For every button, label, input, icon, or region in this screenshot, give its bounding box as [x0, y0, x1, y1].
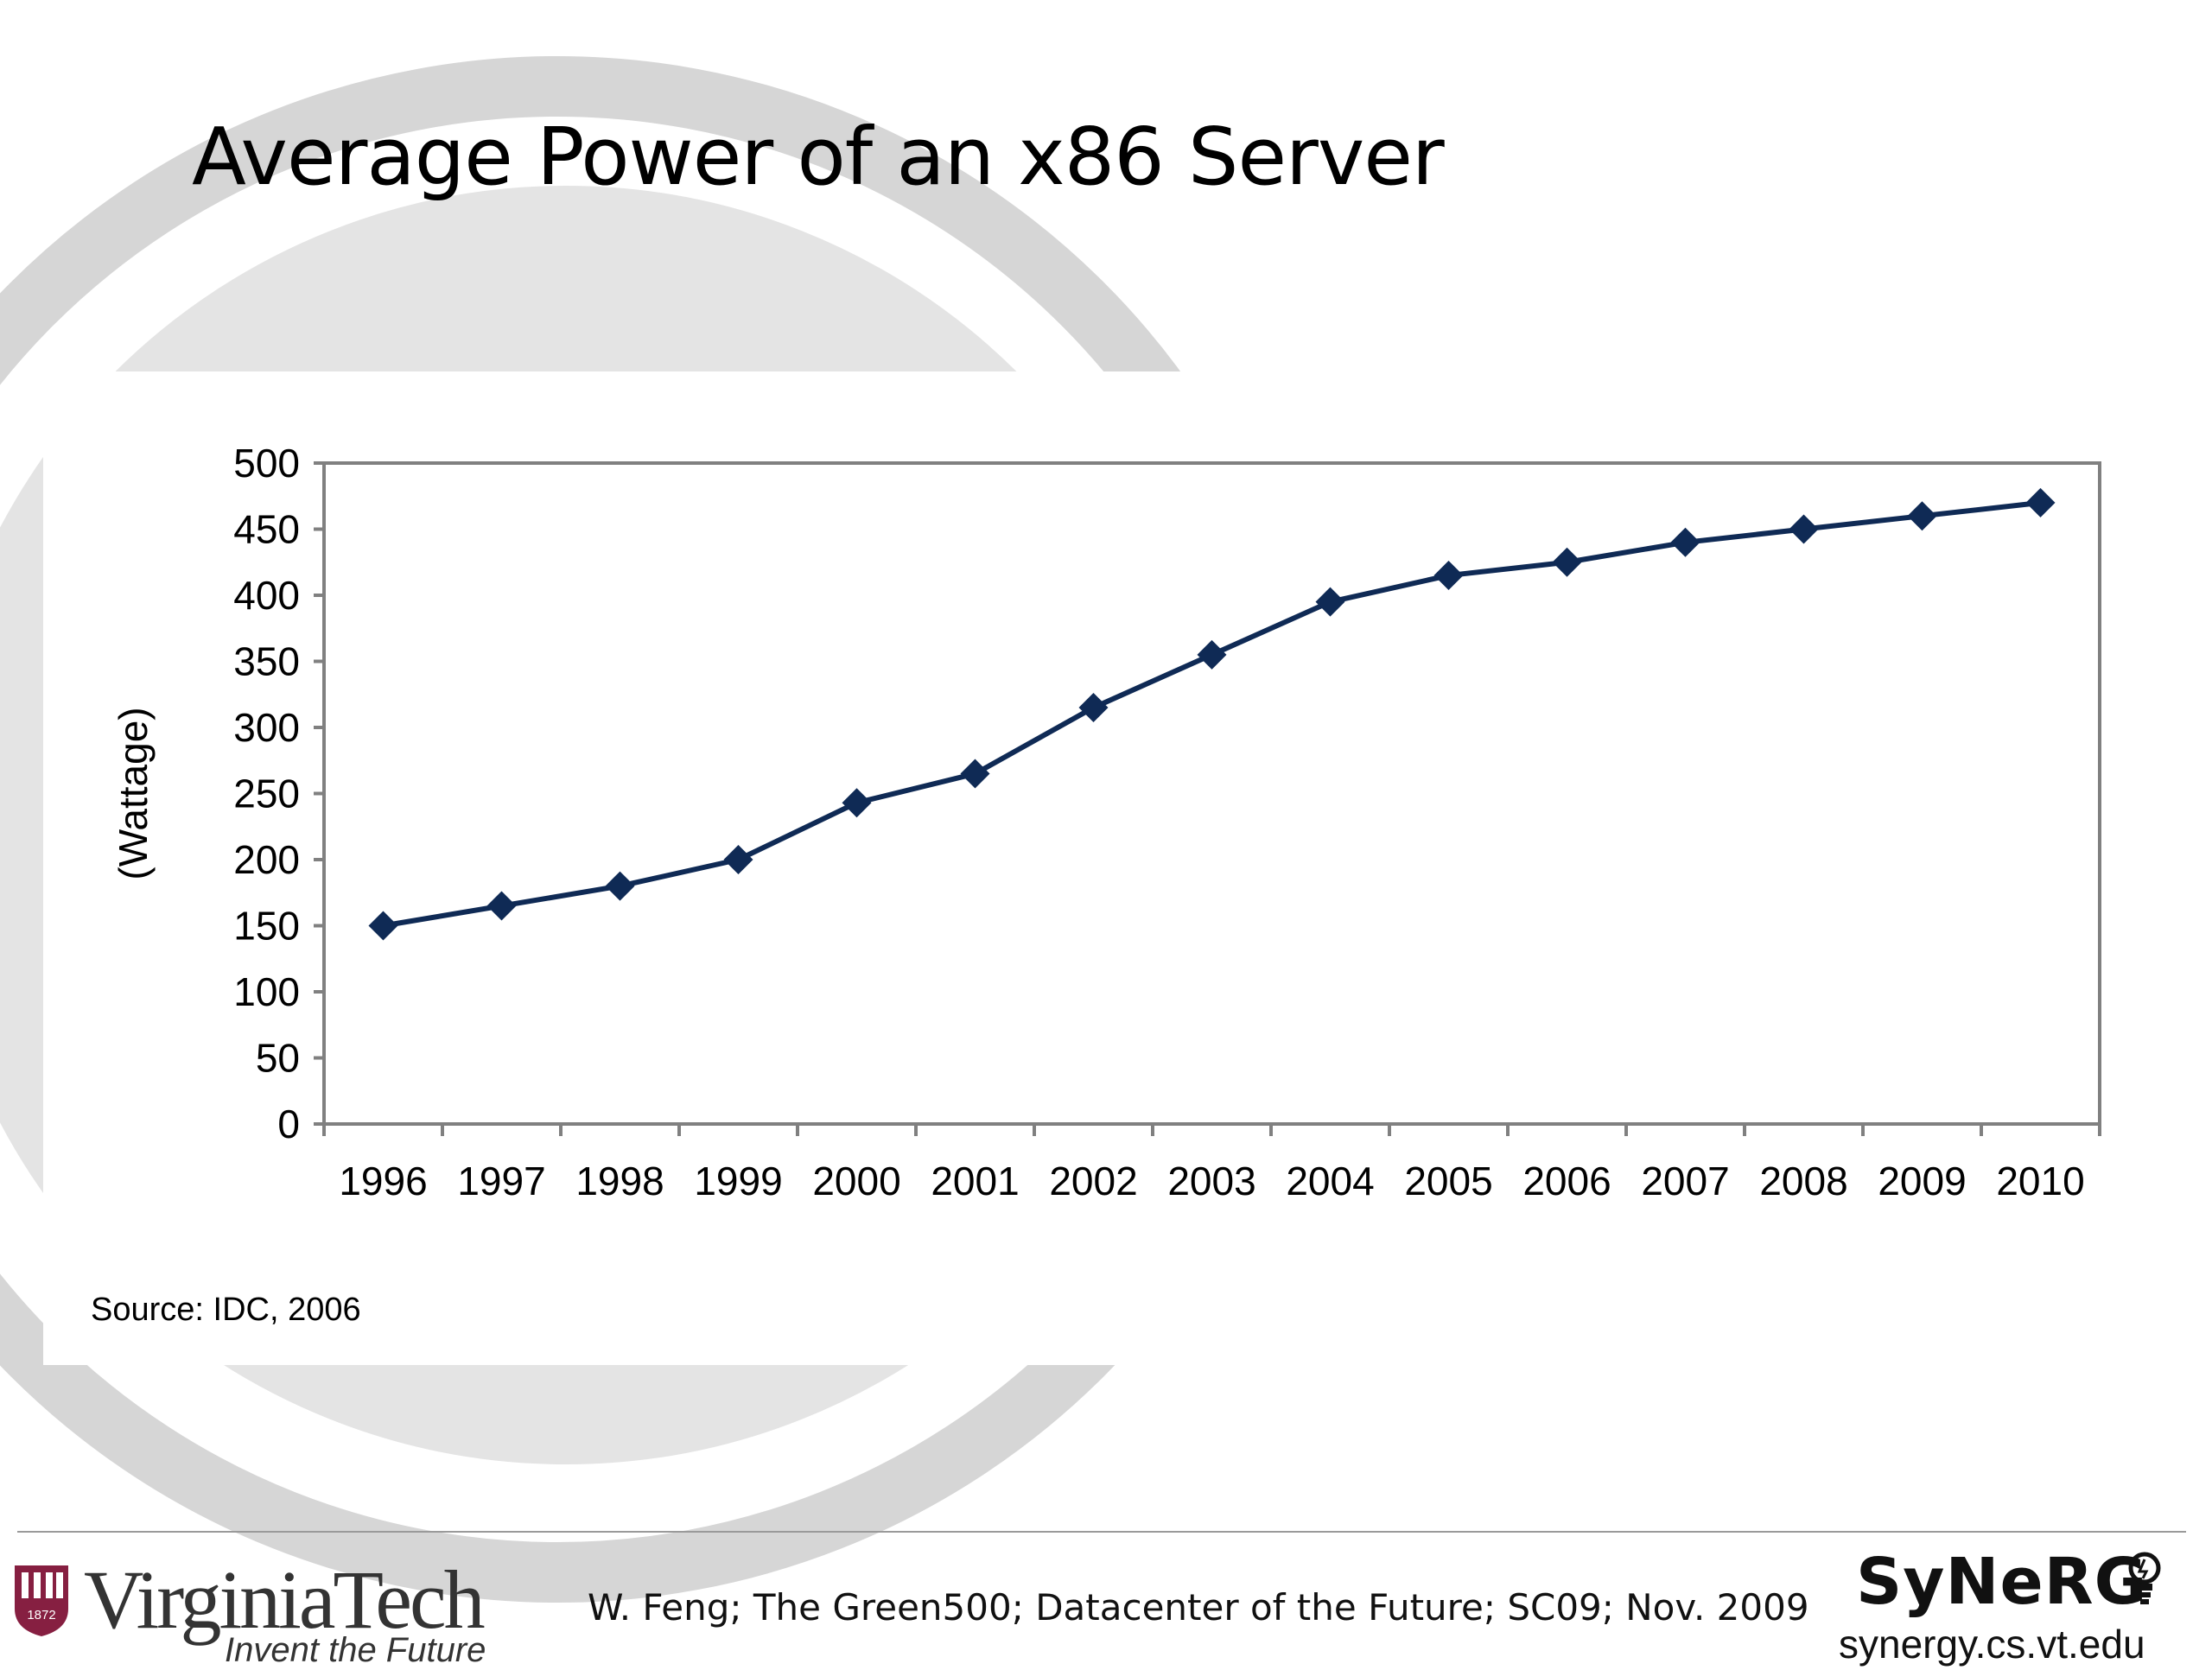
y-tick-label: 150 — [233, 904, 300, 949]
x-tick-label: 1999 — [694, 1159, 782, 1203]
x-tick-label: 2002 — [1049, 1159, 1137, 1203]
y-tick-label: 450 — [233, 507, 300, 552]
vt-logo-tagline: Invent the Future — [225, 1631, 486, 1669]
synergy-url: synergy.cs.vt.edu — [1839, 1622, 2145, 1667]
y-tick-label: 100 — [233, 969, 300, 1014]
x-tick-label: 2004 — [1286, 1159, 1374, 1203]
data-point-marker — [842, 788, 872, 818]
y-tick-label: 250 — [233, 772, 300, 816]
y-tick-label: 200 — [233, 837, 300, 882]
y-tick-label: 0 — [277, 1102, 300, 1146]
x-tick-label: 2009 — [1878, 1159, 1966, 1203]
footer-divider — [17, 1531, 2186, 1533]
x-tick-label: 1997 — [457, 1159, 545, 1203]
y-tick-label: 50 — [256, 1036, 300, 1081]
series-line — [383, 499, 2041, 929]
y-tick-label: 500 — [233, 441, 300, 486]
vt-logo-year: 1872 — [27, 1608, 55, 1622]
data-point-marker — [1789, 514, 1819, 544]
data-point-marker — [1197, 639, 1227, 670]
plot-area — [322, 461, 2101, 1126]
x-tick-label: 2008 — [1759, 1159, 1847, 1203]
y-axis-title: (Wattage) — [111, 707, 156, 879]
data-point-marker — [1552, 547, 1582, 577]
x-tick-label: 2007 — [1641, 1159, 1729, 1203]
y-tick-label: 400 — [233, 573, 300, 618]
x-tick-label: 2010 — [1996, 1159, 2084, 1203]
x-tick-label: 2005 — [1404, 1159, 1492, 1203]
slide-title: Average Power of an x86 Server — [192, 111, 1445, 203]
virginia-tech-logo: 1872 VirginiaTech Invent the Future — [13, 1553, 531, 1669]
data-point-marker — [1078, 693, 1109, 723]
data-point-marker — [960, 759, 990, 789]
x-tick-label: 2001 — [931, 1159, 1019, 1203]
chart-source-note: Source: IDC, 2006 — [91, 1292, 361, 1328]
x-tick-label: 1996 — [339, 1159, 427, 1203]
x-tick-label: 2000 — [812, 1159, 900, 1203]
data-point-marker — [1907, 501, 1937, 531]
lightbulb-icon — [2128, 1552, 2161, 1604]
data-point-marker — [723, 845, 753, 874]
data-point-marker — [1315, 587, 1345, 617]
line-chart: 0 50 100 150 200 250 300 350 400 450 500 1996 1997 1… — [111, 441, 2101, 1203]
vt-logo-wordmark: VirginiaTech — [84, 1553, 486, 1646]
data-point-marker — [605, 871, 635, 901]
shield-icon: 1872 — [15, 1565, 68, 1636]
footer-citation: W. Feng; The Green500; Datacenter of the… — [588, 1586, 1809, 1629]
data-point-marker — [486, 891, 517, 921]
data-point-marker — [2025, 487, 2056, 518]
data-point-marker — [1433, 561, 1464, 591]
data-point-marker — [1670, 527, 1700, 557]
x-tick-label: 1998 — [575, 1159, 664, 1203]
chart-panel: 0 50 100 150 200 250 300 350 400 450 500 1996 1997 1… — [43, 371, 2152, 1365]
synergy-logo: SyNeRG — [1856, 1545, 2148, 1619]
y-tick-label: 350 — [233, 639, 300, 684]
x-tick-label: 2003 — [1167, 1159, 1255, 1203]
y-tick-label: 300 — [233, 705, 300, 750]
data-point-marker — [368, 911, 398, 941]
x-tick-label: 2006 — [1522, 1159, 1611, 1203]
